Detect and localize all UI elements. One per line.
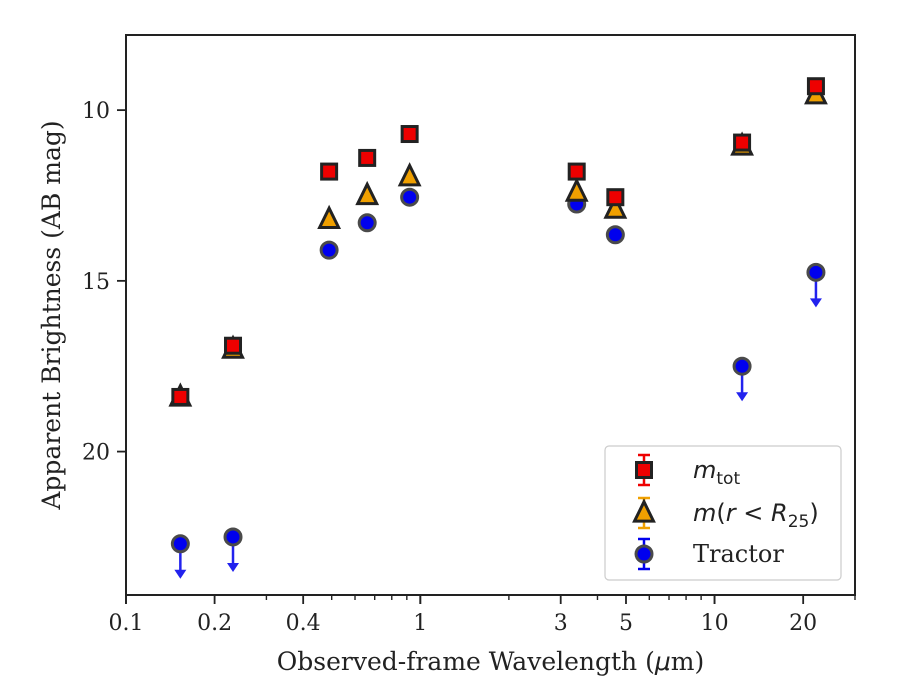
data-point-circle	[319, 240, 339, 260]
axes-frame	[125, 34, 856, 596]
legend-marker-triangle	[632, 498, 656, 523]
y-tick-label: 15	[82, 270, 110, 295]
x-tick-label: 0.4	[286, 611, 321, 636]
arrow-head	[736, 392, 749, 402]
data-point-triangle	[355, 180, 380, 206]
x-tick-label: 5	[619, 611, 633, 636]
x-axis: 0.1 0.2 0.4 1 3 5 10 20	[109, 595, 856, 636]
data-point-circle	[170, 534, 190, 554]
data-point-square	[806, 77, 825, 96]
x-tick-label: 0.1	[109, 611, 144, 636]
series-triangle	[168, 80, 828, 407]
data-point-square	[358, 148, 377, 167]
plot-area	[168, 77, 828, 579]
x-tick-label: 20	[789, 611, 817, 636]
data-point-circle	[605, 225, 625, 245]
legend-label: mtot	[693, 456, 740, 489]
data-point-triangle	[317, 204, 342, 230]
data-point-circle	[732, 356, 752, 376]
data-point-square	[733, 133, 752, 152]
data-point-square	[320, 162, 339, 181]
legend-box	[604, 445, 842, 581]
y-tick-label: 10	[82, 99, 110, 124]
x-tick-label: 1	[413, 611, 427, 636]
legend-label: m(r < R25)	[693, 499, 819, 532]
series-circle	[170, 187, 826, 579]
data-point-circle	[400, 187, 420, 207]
y-axis: 10 15 20	[82, 99, 126, 466]
data-point-square	[606, 188, 625, 207]
x-tick-label: 0.2	[197, 611, 232, 636]
data-point-triangle	[564, 177, 589, 202]
x-tick-label: 10	[701, 611, 729, 636]
series-square	[171, 77, 825, 406]
data-point-square	[400, 125, 419, 144]
legend-marker-square	[635, 461, 653, 479]
y-axis-label: Apparent Brightness (AB mag)	[37, 120, 66, 510]
arrow-head	[809, 298, 822, 308]
legend: mtot m(r < R25) Tractor	[604, 445, 842, 581]
data-point-triangle	[603, 194, 628, 219]
arrow-head	[174, 569, 187, 579]
data-point-circle	[806, 262, 826, 282]
data-point-square	[224, 336, 243, 355]
x-axis-label: Observed-frame Wavelength (μm)	[277, 647, 704, 676]
arrow-head	[227, 562, 240, 572]
y-tick-label: 20	[82, 441, 110, 466]
legend-marker-circle	[634, 544, 654, 564]
data-point-triangle	[397, 162, 422, 187]
data-point-square	[567, 162, 586, 181]
x-tick-label: 3	[554, 611, 568, 636]
data-point-square	[171, 387, 190, 406]
data-point-circle	[357, 213, 377, 233]
legend-label: Tractor	[693, 540, 784, 568]
data-point-circle	[223, 527, 243, 547]
